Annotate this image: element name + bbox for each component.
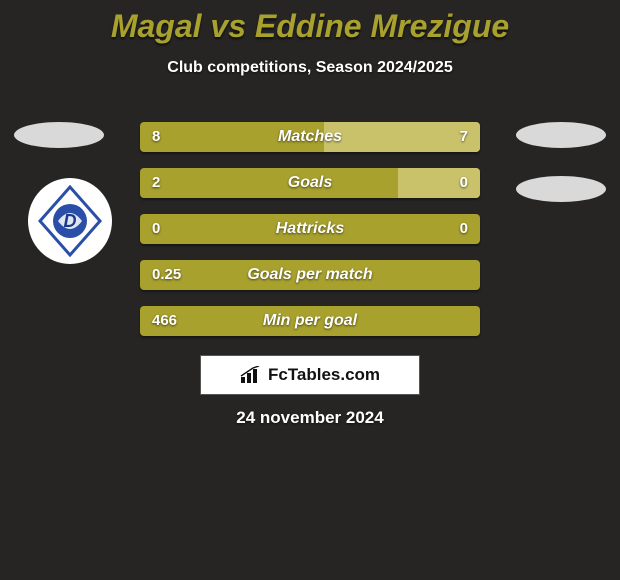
stat-label: Goals per match — [140, 260, 480, 290]
page-subtitle: Club competitions, Season 2024/2025 — [0, 59, 620, 77]
svg-text:D: D — [64, 211, 77, 231]
comparison-infographic: Magal vs Eddine Mrezigue Club competitio… — [0, 0, 620, 580]
stat-value-right: 0 — [460, 168, 468, 198]
footer-date: 24 november 2024 — [0, 408, 620, 428]
stat-rows: 8 Matches 7 2 Goals 0 0 Hattricks 0 0.25… — [140, 122, 480, 352]
club-badge-left: D — [28, 178, 112, 264]
stat-row-hattricks: 0 Hattricks 0 — [140, 214, 480, 244]
player-right-placeholder-2 — [516, 176, 606, 202]
stat-row-goals-per-match: 0.25 Goals per match — [140, 260, 480, 290]
stat-label: Matches — [140, 122, 480, 152]
bar-chart-icon — [240, 366, 262, 384]
stat-label: Goals — [140, 168, 480, 198]
brand-watermark: FcTables.com — [200, 355, 420, 395]
club-badge-icon: D — [38, 185, 102, 257]
stat-label: Min per goal — [140, 306, 480, 336]
stat-row-matches: 8 Matches 7 — [140, 122, 480, 152]
stat-row-min-per-goal: 466 Min per goal — [140, 306, 480, 336]
stat-value-right: 7 — [460, 122, 468, 152]
stat-row-goals: 2 Goals 0 — [140, 168, 480, 198]
stat-label: Hattricks — [140, 214, 480, 244]
player-right-placeholder-1 — [516, 122, 606, 148]
page-title: Magal vs Eddine Mrezigue — [0, 0, 620, 45]
stat-value-right: 0 — [460, 214, 468, 244]
player-left-placeholder-1 — [14, 122, 104, 148]
brand-text: FcTables.com — [268, 365, 380, 385]
